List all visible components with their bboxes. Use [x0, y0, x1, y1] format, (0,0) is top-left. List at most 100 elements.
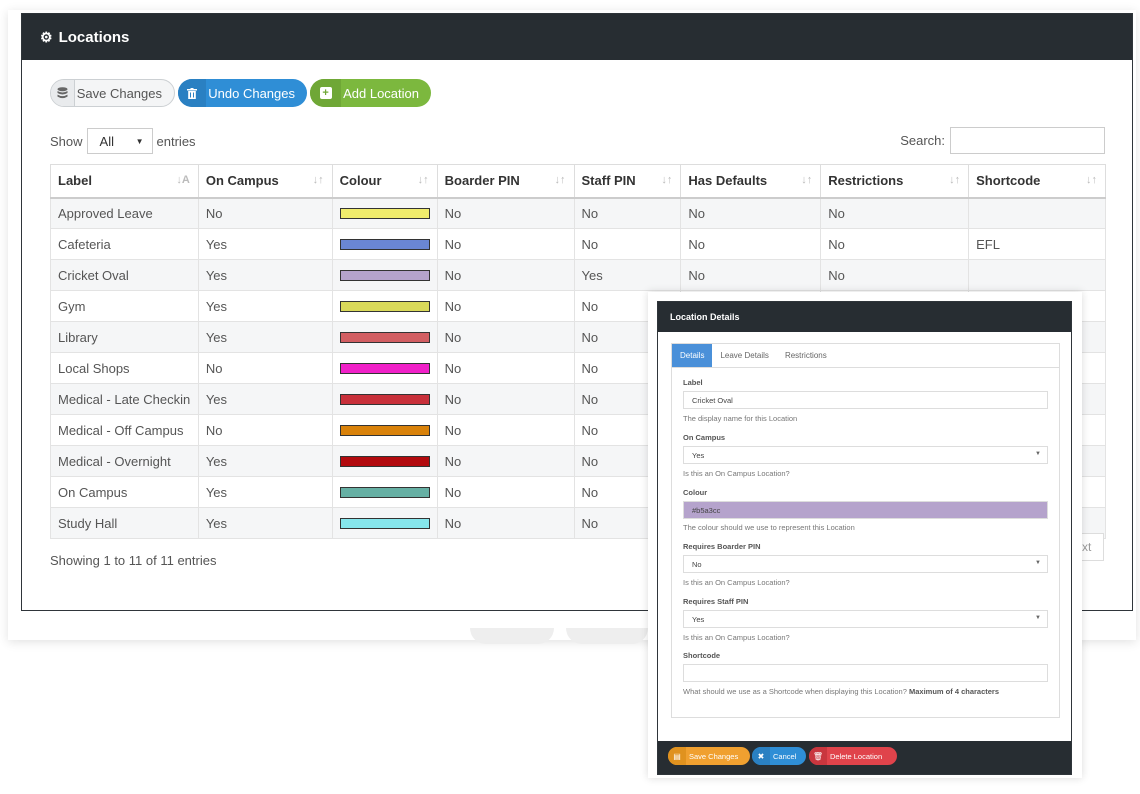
cell-shortcode	[968, 197, 1106, 229]
sort-icon: ↓↑	[661, 174, 673, 186]
cell-on-campus: Yes	[197, 476, 333, 508]
cell-label: Cricket Oval	[50, 259, 199, 291]
cell-label: On Campus	[50, 476, 199, 508]
modal-cancel-button[interactable]: ✖ Cancel	[752, 747, 806, 765]
cell-colour	[331, 476, 438, 508]
colour-swatch	[339, 300, 430, 312]
label-input-value: Cricket Oval	[692, 395, 733, 405]
cell-boarder-pin: No	[436, 445, 575, 477]
cell-label: Medical - Overnight	[50, 445, 199, 477]
cell-colour	[331, 259, 438, 291]
colour-swatch	[339, 207, 430, 219]
cell-staff-pin: No	[573, 228, 682, 260]
on-campus-help: Is this an On Campus Location?	[683, 469, 790, 478]
cell-boarder-pin: No	[436, 197, 575, 229]
label-input[interactable]: Cricket Oval	[683, 391, 1048, 409]
trash-icon	[178, 79, 207, 107]
modal-title: Location Details	[670, 312, 740, 322]
panel-title: Locations	[58, 28, 130, 46]
cell-boarder-pin: No	[436, 383, 575, 415]
modal-save-button[interactable]: ▤ Save Changes	[668, 747, 750, 765]
cell-label: Local Shops	[50, 352, 199, 384]
table-row[interactable]: Cafeteria Yes No No No No EFL	[50, 228, 1106, 260]
column-header-on-campus[interactable]: On Campus ↓↑	[197, 164, 333, 199]
cell-on-campus: Yes	[197, 321, 333, 353]
add-location-button[interactable]: + Add Location	[310, 79, 431, 107]
cell-on-campus: No	[197, 197, 333, 229]
cell-on-campus: No	[197, 414, 333, 446]
cell-colour	[331, 228, 438, 260]
background-shape	[470, 628, 554, 644]
on-campus-field-label: On Campus	[683, 433, 726, 442]
cell-restrictions: No	[820, 228, 970, 260]
sort-icon: ↓↑	[417, 174, 429, 186]
cell-colour	[331, 445, 438, 477]
sort-icon: ↓↑	[554, 174, 566, 186]
search-label: Search:	[900, 133, 945, 148]
cell-label: Study Hall	[50, 507, 199, 539]
colour-input[interactable]: #b5a3cc	[683, 501, 1048, 519]
cell-boarder-pin: No	[436, 507, 575, 539]
background-shape	[566, 628, 648, 644]
caret-down-icon: ▼	[1035, 560, 1041, 566]
sort-asc-icon: ↓A	[176, 174, 190, 186]
cell-label: Medical - Off Campus	[50, 414, 199, 446]
column-header-shortcode[interactable]: Shortcode ↓↑	[968, 164, 1106, 199]
tab-leave-details[interactable]: Leave Details	[720, 351, 769, 360]
cell-boarder-pin: No	[436, 259, 575, 291]
colour-swatch	[339, 486, 430, 498]
column-header-boarder-pin[interactable]: Boarder PIN ↓↑	[436, 164, 575, 199]
search-input[interactable]	[950, 127, 1105, 154]
table-row[interactable]: Cricket Oval Yes No Yes No No	[50, 259, 1106, 291]
boarder-pin-select[interactable]: No ▼	[683, 555, 1048, 573]
column-header-restrictions[interactable]: Restrictions ↓↑	[820, 164, 970, 199]
column-header-staff-pin[interactable]: Staff PIN ↓↑	[573, 164, 682, 199]
label-help: The display name for this Location	[683, 414, 798, 423]
save-changes-button[interactable]: Save Changes	[50, 79, 175, 107]
add-location-label: Add Location	[343, 85, 419, 101]
cell-colour	[331, 352, 438, 384]
label-field-label: Label	[683, 378, 703, 387]
cell-label: Library	[50, 321, 199, 353]
colour-swatch	[339, 238, 430, 250]
cell-boarder-pin: No	[436, 414, 575, 446]
undo-changes-button[interactable]: Undo Changes	[178, 79, 307, 107]
modal-header: Location Details	[658, 302, 1071, 332]
plus-square-icon: +	[310, 79, 342, 107]
column-header-label[interactable]: Label ↓A	[50, 164, 199, 199]
colour-input-value: #b5a3cc	[692, 505, 721, 515]
cell-shortcode: EFL	[968, 228, 1106, 260]
tab-restrictions[interactable]: Restrictions	[784, 351, 827, 360]
cell-on-campus: Yes	[197, 383, 333, 415]
cell-on-campus: Yes	[197, 445, 333, 477]
location-details-modal: Location Details Details Leave Details R…	[657, 301, 1072, 775]
staff-pin-select[interactable]: Yes ▼	[683, 610, 1048, 628]
sort-icon: ↓↑	[801, 174, 813, 186]
cell-label: Medical - Late Checkin	[50, 383, 199, 415]
column-header-has-defaults[interactable]: Has Defaults ↓↑	[680, 164, 822, 199]
cell-boarder-pin: No	[436, 321, 575, 353]
caret-down-icon: ▼	[1035, 615, 1041, 621]
table-row[interactable]: Approved Leave No No No No No	[50, 197, 1106, 229]
entries-select[interactable]: All ▼	[86, 128, 153, 154]
database-icon	[51, 80, 75, 106]
cell-colour	[331, 197, 438, 229]
cell-restrictions: No	[820, 197, 970, 229]
shortcode-help: What should we use as a Shortcode when d…	[683, 687, 1000, 696]
boarder-pin-select-value: No	[692, 559, 702, 569]
colour-swatch	[339, 393, 430, 405]
tab-details[interactable]: Details	[672, 344, 713, 367]
entries-select-value: All	[99, 133, 114, 149]
modal-delete-button[interactable]: 🗑 Delete Location	[809, 747, 897, 765]
cell-label: Approved Leave	[50, 197, 199, 229]
cell-on-campus: No	[197, 352, 333, 384]
cell-boarder-pin: No	[436, 290, 575, 322]
gear-icon: ⚙	[40, 28, 53, 45]
search-control: Search:	[900, 127, 1105, 154]
on-campus-select[interactable]: Yes ▼	[683, 446, 1048, 464]
sort-icon: ↓↑	[1086, 174, 1097, 186]
shortcode-input[interactable]	[683, 664, 1048, 682]
undo-changes-label: Undo Changes	[208, 85, 295, 101]
column-header-colour[interactable]: Colour ↓↑	[331, 164, 438, 199]
boarder-pin-help: Is this an On Campus Location?	[683, 578, 790, 587]
